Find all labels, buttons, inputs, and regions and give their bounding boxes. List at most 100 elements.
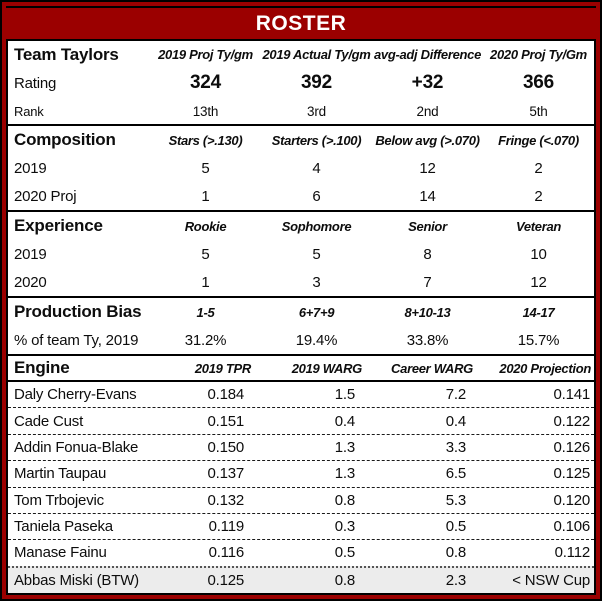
column-header: Senior (408, 218, 447, 234)
section-header-row: Team Taylors 2019 Proj Ty/gm 2019 Actual… (8, 41, 594, 68)
player-value: 6.5 (445, 465, 466, 483)
value-cell: 5 (201, 159, 210, 177)
value-cell: 5th (529, 103, 548, 119)
player-name: Tom Trbojevic (14, 491, 104, 509)
player-value: 0.119 (208, 518, 245, 536)
column-header: avg-adj Difference (373, 47, 482, 62)
player-value: 0.8 (334, 571, 355, 589)
player-value: 0.5 (334, 544, 355, 562)
player-row: Daly Cherry-Evans 0.184 1.5 7.2 0.141 (8, 382, 594, 407)
row-label: % of team Ty, 2019 (14, 331, 139, 349)
section-team-label: Team Taylors (14, 44, 119, 64)
value-cell: 2 (534, 159, 543, 177)
title-bar: ROSTER (6, 6, 596, 39)
value-cell: 1 (201, 273, 210, 291)
section-header-row: Composition Stars (>.130) Starters (>.10… (8, 126, 594, 154)
value-cell: 7 (423, 273, 432, 291)
player-value: 0.4 (334, 412, 355, 430)
section-engine: Engine 2019 TPR 2019 WARG Career WARG 20… (8, 354, 594, 593)
player-value: 0.8 (445, 544, 466, 562)
column-header: Starters (>.100) (271, 132, 362, 148)
value-cell: 14 (419, 187, 436, 205)
player-value: 0.5 (445, 518, 466, 536)
table-row: % of team Ty, 2019 31.2% 19.4% 33.8% 15.… (8, 326, 594, 354)
table-row-rank: Rank 13th 3rd 2nd 5th (8, 98, 594, 124)
player-name: Manase Fainu (14, 544, 107, 562)
column-header: 14-17 (522, 304, 555, 320)
player-value: 0.151 (207, 412, 244, 430)
player-value: 0.126 (553, 438, 590, 456)
row-label: 2019 (14, 245, 47, 263)
value-cell: 10 (530, 245, 547, 263)
player-value: 1.3 (334, 465, 355, 483)
column-header: 2019 Actual Ty/gm (262, 47, 371, 62)
section-header-row: Experience Rookie Sophomore Senior Veter… (8, 212, 594, 240)
row-label: 2020 Proj (14, 187, 77, 205)
player-value: 0.116 (208, 544, 245, 562)
value-cell: 12 (530, 273, 547, 291)
player-name: Addin Fonua-Blake (14, 438, 139, 456)
value-cell: 33.8% (406, 331, 449, 349)
player-name: Abbas Miski (BTW) (14, 571, 139, 589)
player-value: 2.3 (445, 571, 466, 589)
column-header: 2020 Projection (499, 360, 591, 376)
table-row-rating: Rating 324 392 +32 366 (8, 68, 594, 98)
column-header: 2019 WARG (291, 360, 363, 376)
section-header-row: Production Bias 1-5 6+7+9 8+10-13 14-17 (8, 298, 594, 326)
section-experience-label: Experience (14, 216, 103, 235)
player-row-highlighted: Abbas Miski (BTW) 0.125 0.8 2.3 < NSW Cu… (8, 565, 594, 593)
player-value: 0.106 (553, 518, 590, 536)
player-name: Martin Taupau (14, 465, 107, 483)
player-name: Cade Cust (14, 412, 84, 430)
column-header: Career WARG (391, 360, 473, 376)
player-value: < NSW Cup (512, 571, 590, 589)
player-value: 0.8 (334, 491, 355, 509)
row-label: 2019 (14, 159, 47, 177)
column-header: 6+7+9 (298, 304, 335, 320)
player-value: 1.3 (334, 438, 355, 456)
column-header: Below avg (>.070) (375, 132, 480, 148)
section-engine-label: Engine (14, 358, 70, 377)
column-header: Veteran (515, 218, 562, 234)
section-production-bias-label: Production Bias (14, 302, 142, 321)
value-cell: 3rd (307, 103, 326, 119)
player-value: 0.150 (207, 438, 244, 456)
value-cell: 6 (312, 187, 321, 205)
section-experience: Experience Rookie Sophomore Senior Veter… (8, 210, 594, 296)
player-row: Tom Trbojevic 0.132 0.8 5.3 0.120 (8, 486, 594, 513)
row-label: Rank (14, 103, 44, 119)
table-row: 2020 1 3 7 12 (8, 268, 594, 296)
column-header: 2019 Proj Ty/gm (158, 47, 253, 62)
section-team: Team Taylors 2019 Proj Ty/gm 2019 Actual… (8, 41, 594, 124)
value-cell: 392 (300, 72, 333, 93)
row-label: 2020 (14, 273, 47, 291)
column-header: 1-5 (196, 304, 215, 320)
value-cell: 31.2% (184, 331, 227, 349)
value-cell: +32 (411, 72, 444, 93)
player-row: Addin Fonua-Blake 0.150 1.3 3.3 0.126 (8, 433, 594, 460)
player-row: Martin Taupau 0.137 1.3 6.5 0.125 (8, 460, 594, 486)
table-body: Team Taylors 2019 Proj Ty/gm 2019 Actual… (6, 39, 596, 595)
value-cell: 1 (201, 187, 210, 205)
player-value: 0.184 (207, 386, 244, 404)
column-header: 2019 TPR (194, 360, 251, 376)
player-row: Cade Cust 0.151 0.4 0.4 0.122 (8, 407, 594, 433)
value-cell: 12 (419, 159, 436, 177)
row-label: Rating (14, 74, 57, 92)
player-value: 0.125 (207, 571, 244, 589)
player-value: 0.122 (553, 412, 590, 430)
value-cell: 5 (201, 245, 210, 263)
player-value: 0.120 (553, 491, 590, 509)
value-cell: 13th (192, 103, 219, 119)
section-production-bias: Production Bias 1-5 6+7+9 8+10-13 14-17 … (8, 296, 594, 354)
section-composition-label: Composition (14, 130, 116, 149)
player-value: 3.3 (445, 438, 466, 456)
value-cell: 4 (312, 159, 321, 177)
column-header: 2020 Proj Ty/Gm (490, 47, 587, 62)
section-composition: Composition Stars (>.130) Starters (>.10… (8, 124, 594, 210)
value-cell: 15.7% (517, 331, 560, 349)
value-cell: 5 (312, 245, 321, 263)
player-value: 0.4 (445, 412, 466, 430)
player-name: Taniela Paseka (14, 518, 113, 536)
